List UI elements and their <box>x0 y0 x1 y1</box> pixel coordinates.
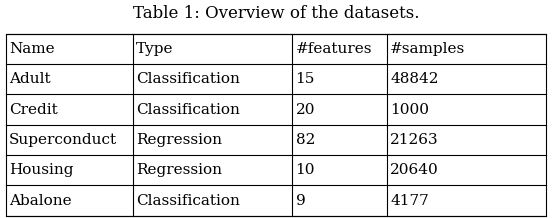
Text: Classification: Classification <box>136 194 240 208</box>
Text: Type: Type <box>136 42 173 56</box>
Text: Table 1: Overview of the datasets.: Table 1: Overview of the datasets. <box>132 5 420 22</box>
Text: Classification: Classification <box>136 72 240 86</box>
Text: Housing: Housing <box>9 163 73 177</box>
Text: 4177: 4177 <box>390 194 429 208</box>
Text: Credit: Credit <box>9 103 57 117</box>
Text: Name: Name <box>9 42 55 56</box>
Text: 15: 15 <box>295 72 315 86</box>
Text: Abalone: Abalone <box>9 194 71 208</box>
Text: 9: 9 <box>295 194 305 208</box>
Text: Regression: Regression <box>136 163 222 177</box>
Text: #samples: #samples <box>390 42 465 56</box>
Text: Superconduct: Superconduct <box>9 133 117 147</box>
Text: Adult: Adult <box>9 72 50 86</box>
Text: #features: #features <box>295 42 372 56</box>
Text: 82: 82 <box>295 133 315 147</box>
Text: Classification: Classification <box>136 103 240 117</box>
Text: 20640: 20640 <box>390 163 439 177</box>
Text: 20: 20 <box>295 103 315 117</box>
Text: Regression: Regression <box>136 133 222 147</box>
Text: 48842: 48842 <box>390 72 439 86</box>
Text: 10: 10 <box>295 163 315 177</box>
Text: 1000: 1000 <box>390 103 429 117</box>
Text: 21263: 21263 <box>390 133 439 147</box>
